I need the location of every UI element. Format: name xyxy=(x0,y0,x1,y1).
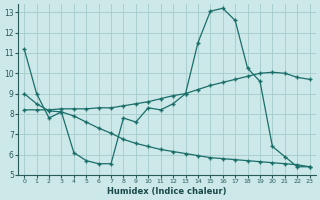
X-axis label: Humidex (Indice chaleur): Humidex (Indice chaleur) xyxy=(107,187,227,196)
